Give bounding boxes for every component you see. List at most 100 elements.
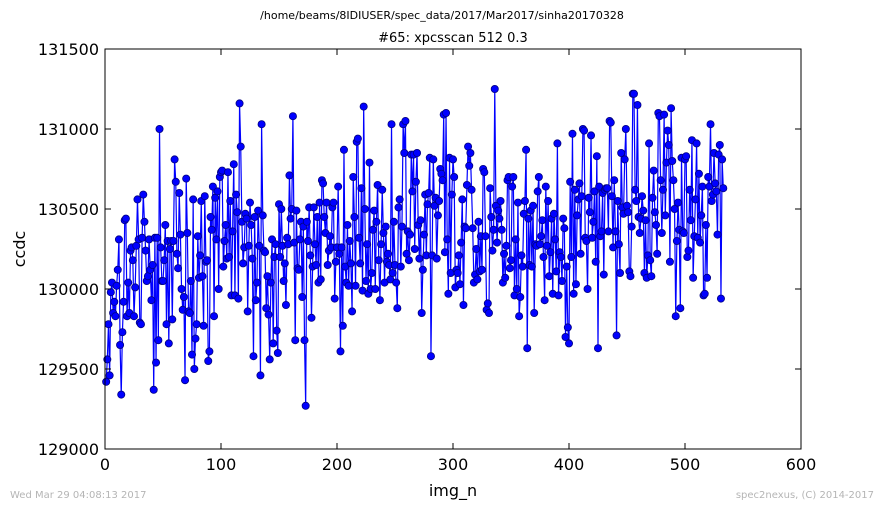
y-tick-label: 129500: [38, 360, 99, 379]
data-point: [467, 185, 476, 194]
data-point: [497, 225, 506, 234]
data-point: [190, 364, 199, 373]
x-tick-label: 500: [670, 455, 701, 474]
data-point: [653, 249, 662, 258]
data-point: [685, 185, 694, 194]
data-point: [603, 184, 612, 193]
data-point: [508, 182, 517, 191]
data-point: [621, 125, 630, 134]
data-point: [320, 212, 329, 221]
data-point: [338, 321, 347, 330]
data-point: [676, 304, 685, 313]
data-point: [343, 220, 352, 229]
data-point: [353, 134, 362, 143]
data-point: [387, 120, 396, 129]
data-point: [669, 176, 678, 185]
data-point: [251, 296, 260, 305]
data-point: [330, 294, 339, 303]
data-point: [175, 188, 184, 197]
data-point: [214, 284, 223, 293]
data-point: [606, 118, 615, 127]
y-axis-label: ccdc: [10, 231, 29, 268]
data-point: [187, 350, 196, 359]
data-point: [473, 275, 482, 284]
data-point: [515, 312, 524, 321]
data-point: [361, 276, 370, 285]
data-point: [280, 259, 289, 268]
data-point: [480, 168, 489, 177]
data-point: [624, 208, 633, 217]
data-point: [614, 240, 623, 249]
data-point: [368, 225, 377, 234]
data-point: [111, 312, 120, 321]
data-point: [199, 321, 208, 330]
x-tick-label: 300: [438, 455, 469, 474]
data-point: [406, 230, 415, 239]
data-point: [203, 256, 212, 265]
y-tick-label: 131500: [38, 40, 99, 59]
data-point: [481, 232, 490, 241]
data-point: [468, 224, 477, 233]
data-point: [430, 201, 439, 210]
data-point: [228, 227, 237, 236]
data-point: [444, 289, 453, 298]
data-point: [527, 262, 536, 271]
data-point: [554, 291, 563, 300]
data-point: [716, 294, 725, 303]
data-point: [204, 356, 213, 365]
data-point: [181, 376, 190, 385]
data-point: [447, 190, 456, 199]
data-point: [660, 110, 669, 119]
data-point: [561, 332, 570, 341]
data-point: [493, 238, 502, 247]
data-point: [307, 313, 316, 322]
data-point: [516, 292, 525, 301]
data-point: [161, 220, 170, 229]
data-point: [257, 120, 266, 129]
data-point: [686, 216, 695, 225]
data-point: [591, 257, 600, 266]
data-point: [483, 299, 492, 308]
data-point: [487, 212, 496, 221]
data-point: [649, 166, 658, 175]
data-point: [465, 161, 474, 170]
data-point: [334, 182, 343, 191]
data-point: [375, 296, 384, 305]
data-point: [160, 256, 169, 265]
data-point: [102, 377, 111, 386]
data-point: [271, 240, 280, 249]
data-point: [292, 206, 301, 215]
data-point: [703, 273, 712, 282]
data-point: [706, 120, 715, 129]
data-point: [689, 273, 698, 282]
data-point: [433, 211, 442, 220]
data-point: [154, 336, 163, 345]
data-point: [118, 328, 127, 337]
data-point: [542, 241, 551, 250]
y-tick-label: 129000: [38, 440, 99, 459]
data-point: [309, 203, 318, 212]
data-point: [472, 244, 481, 253]
data-point: [256, 371, 265, 380]
data-point: [633, 101, 642, 110]
data-point: [153, 233, 162, 242]
data-point: [395, 195, 404, 204]
data-point: [505, 264, 514, 273]
data-point: [462, 180, 471, 189]
data-point: [712, 187, 721, 196]
data-point: [185, 308, 194, 317]
data-point: [419, 230, 428, 239]
data-point: [599, 270, 608, 279]
data-point: [288, 112, 297, 121]
data-point: [208, 182, 217, 191]
data-point: [196, 251, 205, 260]
data-point: [351, 281, 360, 290]
plot-layer: [102, 85, 728, 410]
data-point: [518, 262, 527, 271]
data-point: [569, 289, 578, 298]
data-point: [556, 252, 565, 261]
data-point: [331, 257, 340, 266]
data-point: [177, 284, 186, 293]
data-point: [511, 235, 520, 244]
